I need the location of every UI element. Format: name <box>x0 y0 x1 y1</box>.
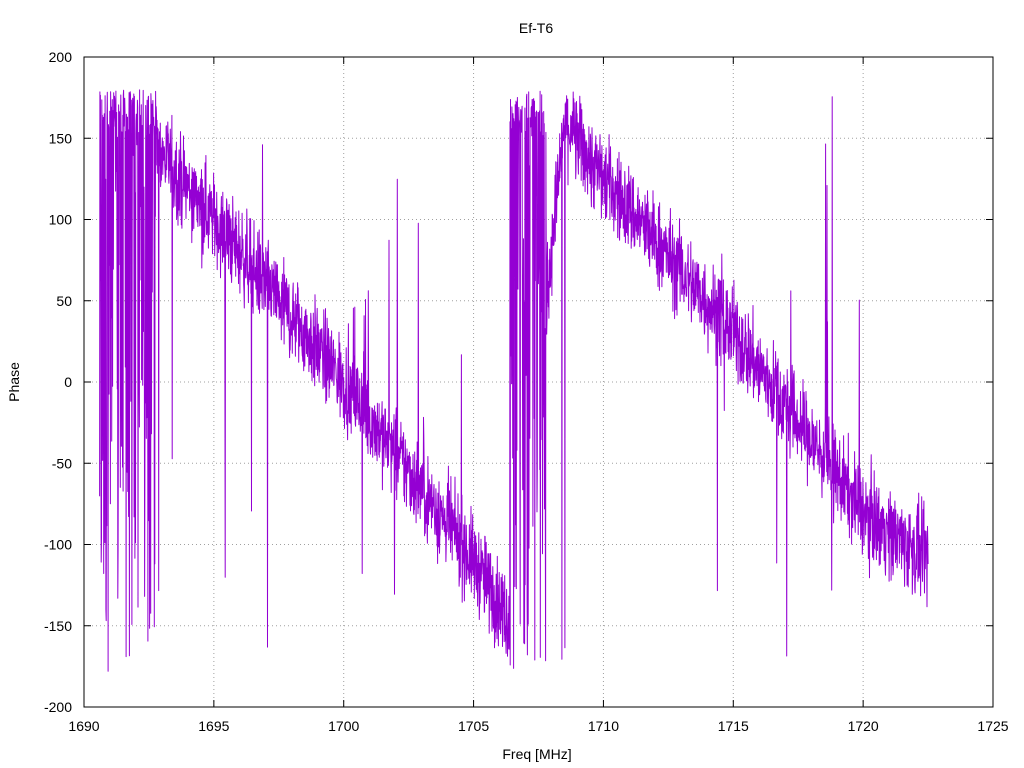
y-tick-label: -150 <box>44 618 72 634</box>
y-tick-label: -200 <box>44 699 72 715</box>
x-tick-label: 1705 <box>458 718 489 734</box>
y-tick-label: 200 <box>49 49 73 65</box>
x-tick-label: 1700 <box>328 718 359 734</box>
x-tick-label: 1725 <box>977 718 1008 734</box>
y-tick-label: 50 <box>56 293 72 309</box>
y-tick-label: 100 <box>49 212 73 228</box>
axis-ticks: 1690 1695 1700 1705 1710 1715 1720 1725 -200 -150… <box>44 49 1009 734</box>
x-axis-label: Freq [MHz] <box>502 746 571 762</box>
series-phase <box>99 89 929 672</box>
y-axis-label: Phase <box>6 362 22 402</box>
y-tick-label: -50 <box>52 455 72 471</box>
x-tick-label: 1695 <box>198 718 229 734</box>
x-tick-label: 1710 <box>588 718 619 734</box>
y-tick-label: 0 <box>64 374 72 390</box>
x-tick-label: 1715 <box>718 718 749 734</box>
x-tick-label: 1720 <box>848 718 879 734</box>
chart-title: Ef-T6 <box>519 20 553 36</box>
x-tick-label: 1690 <box>68 718 99 734</box>
y-tick-label: -100 <box>44 537 72 553</box>
y-tick-label: 150 <box>49 130 73 146</box>
series-line-phase <box>99 89 929 672</box>
